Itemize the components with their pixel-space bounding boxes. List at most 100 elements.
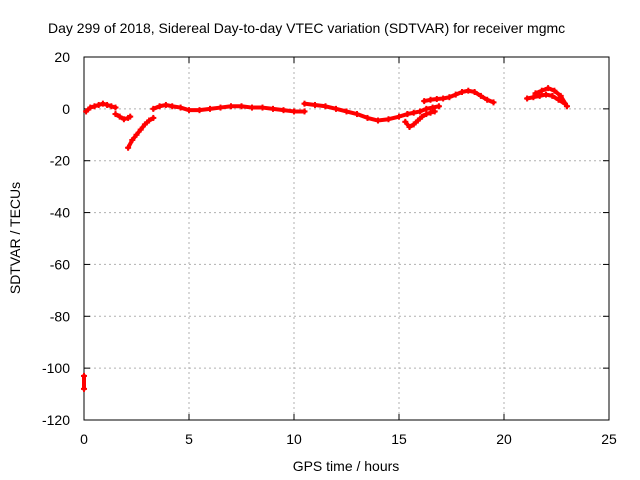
data-point (446, 94, 453, 101)
data-point (322, 103, 329, 110)
data-point (120, 116, 127, 123)
data-point (333, 105, 339, 112)
data-point (543, 91, 549, 98)
data-point (385, 116, 392, 123)
data-point (81, 372, 87, 379)
series-sat-c (125, 114, 157, 151)
series-sat-e (301, 100, 411, 124)
data-point (125, 144, 132, 151)
data-point (406, 124, 413, 131)
data-point (249, 104, 255, 111)
data-point (129, 136, 136, 143)
data-point (150, 114, 157, 121)
data-point (410, 121, 417, 128)
y-tick-label: -80 (50, 308, 70, 324)
series-sat-a (83, 100, 119, 115)
data-point (83, 108, 90, 115)
data-point (545, 85, 552, 92)
data-point (112, 111, 119, 118)
x-axis-label: GPS time / hours (293, 458, 400, 474)
data-point (484, 96, 491, 103)
x-tick-label: 5 (185, 431, 193, 447)
series-sat-d (150, 101, 308, 115)
data-point (291, 108, 297, 115)
data-point (217, 104, 224, 111)
data-point (396, 113, 402, 120)
data-point (419, 113, 426, 120)
data-point (431, 108, 438, 115)
y-tick-label: 20 (54, 49, 70, 65)
data-point (133, 131, 140, 138)
x-tick-label: 15 (391, 431, 407, 447)
x-tick-label: 25 (601, 431, 617, 447)
chart-title: Day 299 of 2018, Sidereal Day-to-day VTE… (48, 20, 565, 36)
data-point (137, 126, 144, 133)
data-point (343, 108, 350, 115)
data-point (435, 103, 442, 110)
data-point (555, 96, 562, 103)
data-point (557, 92, 564, 99)
data-points (81, 85, 570, 392)
series-sat-b (112, 111, 134, 123)
data-point (141, 121, 148, 128)
data-point (259, 104, 266, 111)
data-point (549, 92, 556, 99)
data-point (364, 114, 371, 121)
data-point (91, 103, 98, 110)
data-point (536, 92, 543, 99)
x-tick-label: 10 (286, 431, 302, 447)
data-point (270, 105, 276, 112)
data-point (127, 113, 134, 120)
y-axis: 20 0 -20 -40 -60 -80 -100 -120 (42, 49, 609, 428)
data-point (186, 107, 192, 114)
y-tick-label: -20 (50, 153, 70, 169)
y-tick-label: -40 (50, 205, 70, 221)
data-point (162, 101, 169, 108)
data-point (112, 104, 119, 111)
data-point (427, 109, 434, 116)
data-point (146, 117, 153, 124)
y-tick-label: 0 (62, 101, 70, 117)
y-tick-label: -100 (42, 360, 70, 376)
series-trace (302, 101, 410, 123)
data-point (490, 99, 497, 106)
data-point (150, 105, 157, 112)
data-point (87, 104, 94, 111)
data-point (108, 103, 115, 110)
data-point (238, 103, 245, 110)
data-point (417, 108, 423, 115)
y-axis-label: SDTVAR / TECUs (7, 182, 23, 294)
data-point (207, 105, 213, 112)
data-point (169, 103, 176, 110)
series-sat-g (404, 103, 442, 118)
data-point (524, 95, 531, 102)
data-point (95, 101, 102, 108)
data-point (301, 108, 308, 115)
x-axis: 0 5 10 15 20 25 (80, 57, 617, 447)
x-tick-label: 20 (496, 431, 512, 447)
data-point (404, 111, 411, 118)
data-point (402, 118, 409, 125)
data-point (196, 107, 203, 114)
data-point (532, 90, 539, 97)
series-sat-j (532, 85, 570, 110)
series-sat-h (421, 87, 497, 106)
data-point (116, 113, 123, 120)
data-point (99, 100, 106, 107)
series-sat-k (81, 372, 87, 392)
data-point (433, 96, 440, 103)
data-point (301, 100, 308, 107)
data-point (429, 104, 436, 111)
data-point (104, 101, 111, 108)
y-tick-label: -120 (42, 412, 70, 428)
data-point (421, 98, 428, 105)
data-point (354, 111, 360, 118)
data-point (414, 117, 421, 124)
data-point (471, 89, 478, 96)
data-point (423, 105, 430, 112)
data-point (177, 104, 184, 111)
data-point (423, 111, 430, 118)
data-point (228, 103, 234, 110)
x-tick-label: 0 (80, 431, 88, 447)
data-point (156, 103, 163, 110)
